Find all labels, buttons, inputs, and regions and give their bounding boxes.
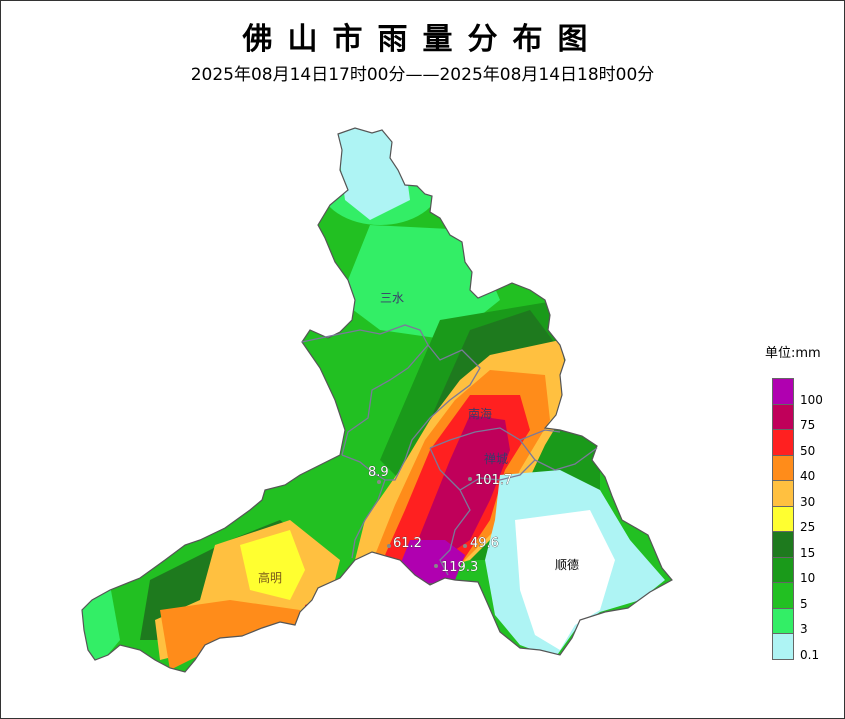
district-label-shunde: 顺德 <box>555 557 579 572</box>
legend-label-8: 5 <box>800 596 808 611</box>
legend-label-1: 75 <box>800 418 816 433</box>
station-dot-2 <box>468 477 472 481</box>
legend-swatch-4 <box>773 480 793 506</box>
legend-label-10: 0.1 <box>800 647 820 662</box>
legend-label-0: 100 <box>800 392 823 407</box>
district-label-nanhai: 南海 <box>468 406 492 421</box>
legend-label-2: 50 <box>800 443 816 458</box>
legend-swatch-2 <box>773 429 793 455</box>
legend-label-7: 10 <box>800 571 816 586</box>
district-boundaries <box>301 324 598 576</box>
rain-zone-40mm-gaoming <box>160 600 300 670</box>
station-dot-4 <box>463 544 467 548</box>
map-subtitle: 2025年08月14日17时00分——2025年08月14日18时00分 <box>190 65 655 85</box>
legend-swatch-8 <box>773 582 793 608</box>
legend-label-5: 25 <box>800 520 816 535</box>
legend-swatch-9 <box>773 607 793 633</box>
legend-swatch-5 <box>773 505 793 531</box>
rain-zone-3mm-sanshui <box>340 225 500 340</box>
legend-unit-label: 单位:mm <box>765 346 821 361</box>
station-value-4: 49.6 <box>470 536 499 551</box>
map-title: 佛山市雨量分布图 <box>242 22 603 57</box>
legend-swatch-6 <box>773 531 793 557</box>
station-value-5: 119.3 <box>441 560 478 575</box>
station-value-2: 101.7 <box>475 473 512 488</box>
legend-swatch-0 <box>773 378 793 404</box>
legend-swatch-1 <box>773 403 793 429</box>
legend-swatch-3 <box>773 454 793 480</box>
station-dot-3 <box>387 544 391 548</box>
station-value-1: 8.9 <box>368 465 389 480</box>
legend-label-6: 15 <box>800 545 816 560</box>
station-value-3: 61.2 <box>393 536 422 551</box>
district-label-gaoming: 高明 <box>258 570 282 585</box>
district-label-sanshui: 三水 <box>380 291 404 305</box>
legend-label-4: 30 <box>800 494 816 509</box>
rain-zone-3mm-west <box>82 585 120 670</box>
legend-color-bar <box>772 378 794 660</box>
rain-zone-75mm <box>410 415 510 560</box>
rain-zone-25mm <box>240 530 305 600</box>
no-rain-zone-shunde <box>515 510 615 650</box>
legend-swatch-7 <box>773 556 793 582</box>
district-label-chancheng: 禅城 <box>484 452 508 466</box>
station-dot-1 <box>377 480 381 484</box>
legend-swatch-10 <box>773 633 793 659</box>
station-dot-5 <box>434 564 438 568</box>
legend-label-3: 40 <box>800 469 816 484</box>
legend-label-9: 3 <box>800 622 808 637</box>
